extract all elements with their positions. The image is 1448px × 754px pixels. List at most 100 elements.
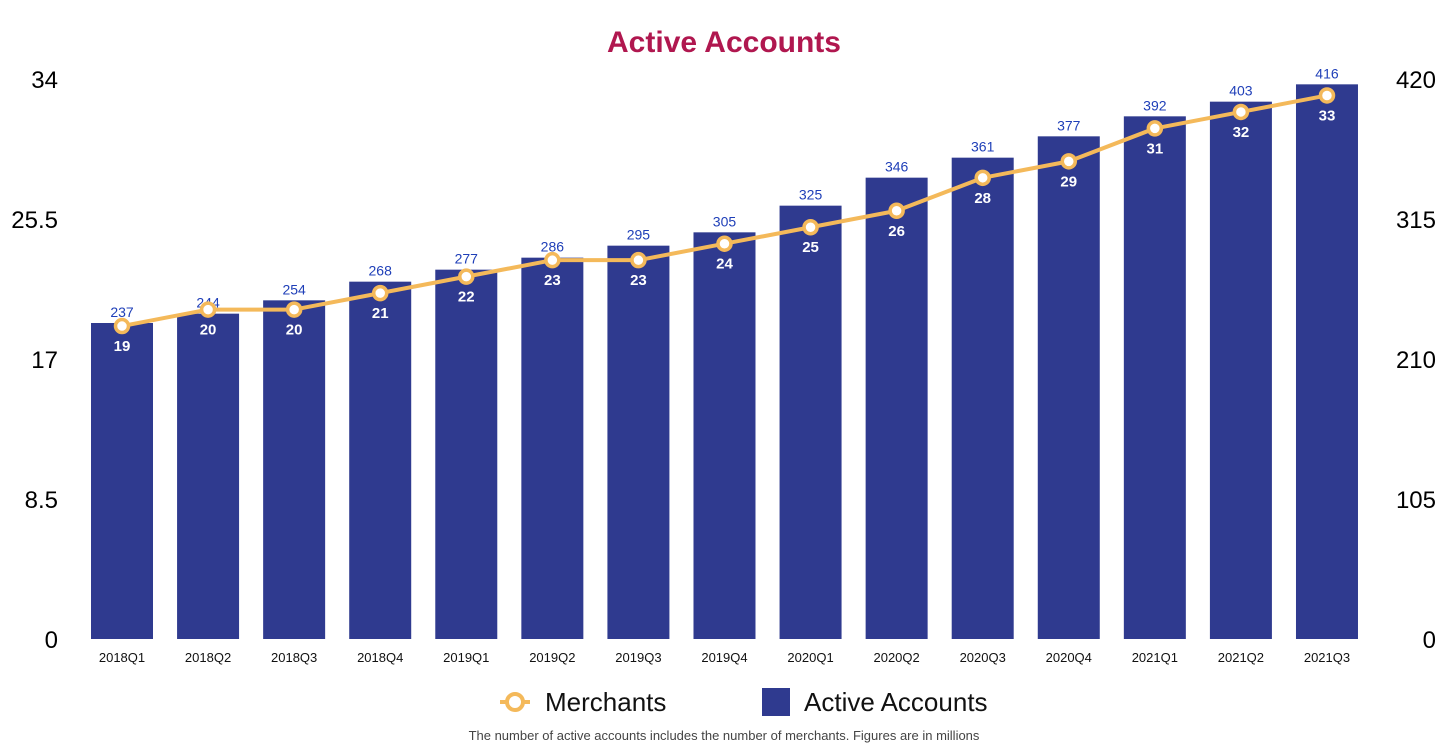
merchants-value-label: 20 xyxy=(200,322,217,339)
merchants-point xyxy=(1060,153,1078,170)
bar-2019q3 xyxy=(607,245,670,639)
merchants-point xyxy=(802,218,819,236)
merchants-point xyxy=(716,235,733,252)
category-tick-label: 2020Q3 xyxy=(960,650,1006,665)
bar-value-label: 286 xyxy=(541,239,565,255)
left-axis-tick-label: 17 xyxy=(31,347,58,374)
line-series: 19 20 20 21 22 23 23 24 25 26 28 29 31 32 33 xyxy=(113,87,1336,355)
merchants-point xyxy=(199,301,217,318)
bar-2018q4 xyxy=(349,281,412,639)
bar-value-label: 325 xyxy=(799,187,823,203)
category-tick-label: 2018Q2 xyxy=(185,650,231,665)
bar-2020q1 xyxy=(779,205,842,639)
legend: Merchants Active Accounts xyxy=(500,687,988,717)
bar-series xyxy=(91,84,1358,640)
category-tick-label: 2019Q1 xyxy=(443,650,489,665)
footnote: The number of active accounts includes t… xyxy=(469,728,980,743)
left-axis-tick-label: 0 xyxy=(45,627,58,654)
left-axis-tick-label: 34 xyxy=(31,67,58,94)
bar-value-label: 277 xyxy=(455,251,479,267)
category-tick-label: 2020Q1 xyxy=(787,650,833,665)
merchants-value-label: 24 xyxy=(716,256,733,273)
category-tick-label: 2021Q1 xyxy=(1132,650,1178,665)
bar-value-label: 392 xyxy=(1143,97,1167,113)
bar-2018q3 xyxy=(263,300,326,639)
bar-value-label: 268 xyxy=(369,263,393,279)
right-axis-tick-label: 105 xyxy=(1396,487,1436,514)
merchants-value-label: 21 xyxy=(372,305,389,322)
category-tick-label: 2021Q2 xyxy=(1218,650,1264,665)
bar-value-label: 305 xyxy=(713,213,737,229)
legend-active-accounts-label: Active Accounts xyxy=(804,687,988,717)
bar-2021q3 xyxy=(1295,84,1358,640)
legend-merchants-label: Merchants xyxy=(545,687,666,717)
legend-active-accounts-swatch-icon xyxy=(762,688,790,716)
bar-2021q1 xyxy=(1123,116,1186,640)
merchants-point xyxy=(630,251,647,269)
category-tick-label: 2018Q3 xyxy=(271,650,317,665)
right-axis: 0 105 210 315 420 xyxy=(1396,67,1436,654)
merchants-point xyxy=(544,251,561,269)
right-axis-tick-label: 210 xyxy=(1396,347,1436,374)
category-tick-label: 2019Q2 xyxy=(529,650,575,665)
legend-merchants-marker-icon xyxy=(505,692,525,712)
merchants-value-label: 19 xyxy=(114,338,131,355)
merchants-point xyxy=(113,317,131,335)
merchants-value-label: 31 xyxy=(1146,140,1163,157)
category-tick-label: 2018Q4 xyxy=(357,650,403,665)
left-axis-tick-label: 8.5 xyxy=(25,487,58,514)
merchants-point xyxy=(888,202,905,220)
bar-value-label: 237 xyxy=(110,304,134,320)
merchants-point xyxy=(1318,87,1336,104)
category-axis: 2018Q1 2018Q2 2018Q3 2018Q4 2019Q1 2019Q2 2019… xyxy=(99,650,1350,665)
bar-2020q3 xyxy=(951,157,1014,639)
merchants-value-label: 23 xyxy=(544,272,561,289)
category-tick-label: 2019Q4 xyxy=(701,650,747,665)
merchants-value-label: 28 xyxy=(974,190,991,207)
chart-title: Active Accounts xyxy=(607,26,841,59)
left-axis-tick-label: 25.5 xyxy=(11,207,58,234)
merchants-point xyxy=(1146,120,1164,137)
bar-value-label: 254 xyxy=(282,281,306,297)
merchants-value-label: 22 xyxy=(458,289,475,306)
merchants-value-label: 23 xyxy=(630,272,647,289)
bar-value-label: 361 xyxy=(971,139,995,155)
merchants-value-label: 25 xyxy=(802,239,819,256)
merchants-point xyxy=(458,268,475,285)
right-axis-tick-label: 0 xyxy=(1423,627,1436,654)
bar-2018q1 xyxy=(91,323,153,639)
merchants-value-label: 33 xyxy=(1319,107,1336,124)
merchants-value-label: 26 xyxy=(888,223,905,240)
bar-2020q4 xyxy=(1037,136,1100,640)
bar-value-label: 377 xyxy=(1057,117,1081,133)
bar-value-label: 403 xyxy=(1229,83,1253,99)
bar-2019q4 xyxy=(693,232,756,640)
merchants-point xyxy=(285,301,303,318)
bar-2019q1 xyxy=(435,269,498,639)
left-axis: 0 8.5 17 25.5 34 xyxy=(11,67,58,654)
merchants-value-label: 29 xyxy=(1060,173,1077,190)
category-tick-label: 2020Q4 xyxy=(1046,650,1092,665)
merchants-value-label: 32 xyxy=(1233,124,1250,141)
right-axis-tick-label: 315 xyxy=(1396,207,1436,234)
right-axis-tick-label: 420 xyxy=(1396,67,1436,94)
bar-2018q2 xyxy=(177,313,240,639)
bar-value-labels: 2372442542682772862953053253463613773924… xyxy=(110,65,1339,320)
category-tick-label: 2019Q3 xyxy=(615,650,661,665)
merchants-value-label: 20 xyxy=(286,322,303,339)
bar-2021q2 xyxy=(1209,101,1272,639)
category-tick-label: 2020Q2 xyxy=(873,650,919,665)
bar-2020q2 xyxy=(865,177,928,639)
legend-item-active-accounts: Active Accounts xyxy=(762,687,988,717)
bar-value-label: 416 xyxy=(1315,65,1339,81)
bar-value-label: 295 xyxy=(627,227,651,243)
merchants-point xyxy=(974,169,991,187)
bar-value-label: 346 xyxy=(885,159,909,175)
legend-item-merchants: Merchants xyxy=(500,687,666,717)
merchants-point xyxy=(1232,103,1250,121)
merchants-point xyxy=(371,284,389,302)
category-tick-label: 2018Q1 xyxy=(99,650,145,665)
category-tick-label: 2021Q3 xyxy=(1304,650,1350,665)
bar-2019q2 xyxy=(521,257,584,639)
